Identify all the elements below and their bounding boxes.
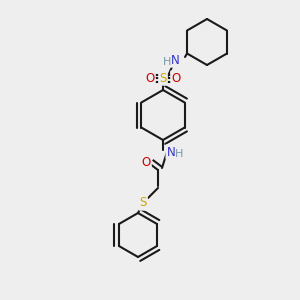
Text: H: H — [175, 149, 183, 159]
Text: O: O — [171, 71, 181, 85]
Text: O: O — [141, 155, 151, 169]
Text: H: H — [163, 57, 171, 67]
Text: S: S — [159, 71, 167, 85]
Text: N: N — [171, 53, 179, 67]
Text: S: S — [139, 196, 147, 209]
Text: O: O — [146, 71, 154, 85]
Text: N: N — [167, 146, 176, 158]
